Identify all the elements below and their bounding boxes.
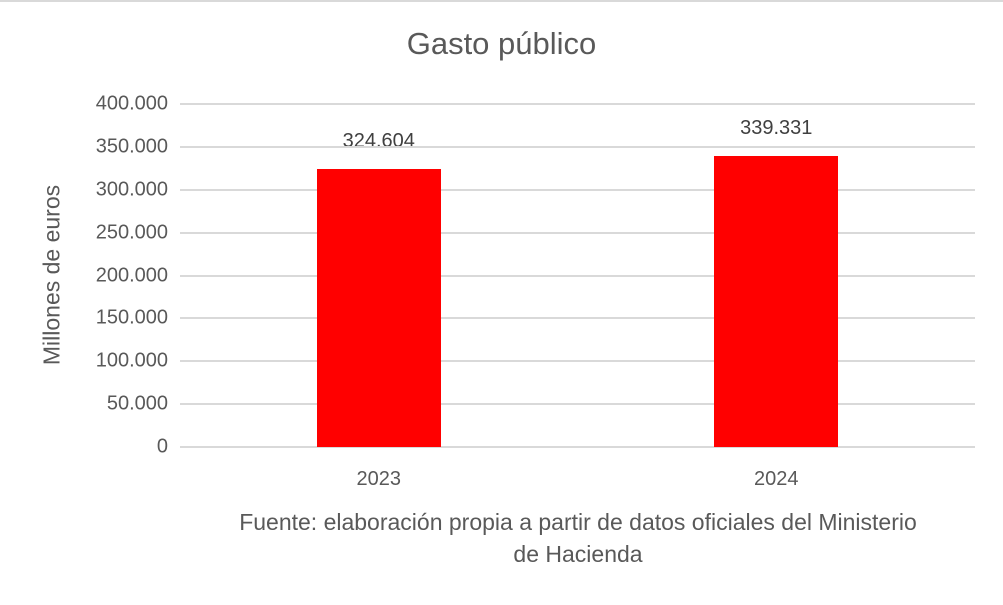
gridline [180, 317, 975, 320]
bar-2024 [714, 156, 839, 447]
gridline [180, 274, 975, 277]
y-tick-label: 250.000 [95, 221, 168, 244]
bar-2023 [316, 168, 441, 447]
chart-title: Gasto público [406, 26, 597, 61]
source-line-1: Fuente: elaboración propia a partir de d… [239, 509, 917, 535]
gridline [180, 188, 975, 191]
data-label: 339.331 [740, 117, 813, 140]
top-border [0, 0, 1003, 2]
y-tick-label: 350.000 [95, 135, 168, 158]
y-tick-label: 300.000 [95, 178, 168, 201]
gridline [180, 360, 975, 363]
gridline [180, 446, 975, 448]
gridline [180, 231, 975, 234]
gridline [180, 403, 975, 406]
y-tick-label: 150.000 [95, 306, 168, 329]
y-tick-label: 100.000 [95, 349, 168, 372]
gridline [180, 103, 975, 105]
x-tick-label: 2023 [356, 468, 402, 490]
y-tick-label: 50.000 [106, 392, 168, 415]
gridline [180, 145, 975, 148]
y-tick-label: 400.000 [95, 92, 168, 115]
x-tick-label: 2024 [754, 468, 799, 490]
source-line-2: de Hacienda [513, 541, 643, 567]
plot-area [180, 103, 975, 448]
y-tick-label: 0 [156, 435, 168, 458]
source-note: Fuente: elaboración propia a partir de d… [178, 506, 978, 570]
y-tick-label: 200.000 [95, 264, 168, 286]
